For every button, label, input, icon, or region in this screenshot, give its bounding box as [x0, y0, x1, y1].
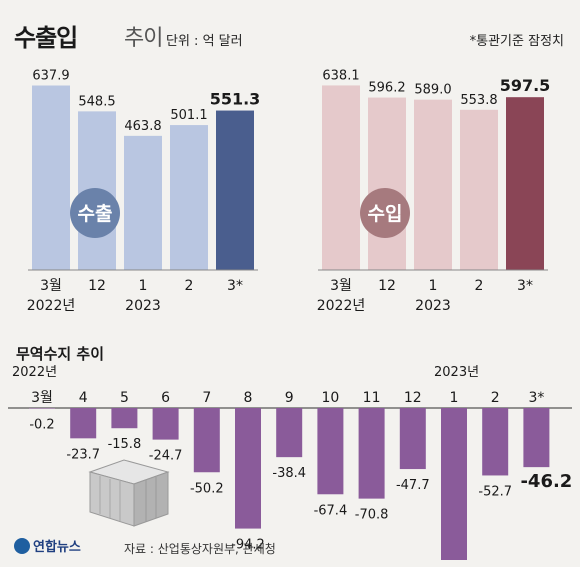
series-badge: [360, 188, 410, 238]
x-tick-label: 9: [285, 390, 294, 406]
balance-value-label: -38.4: [272, 466, 306, 481]
balance-value-label: -15.8: [108, 437, 142, 452]
bar-1-3: [460, 109, 498, 270]
series-badge-label: 수출: [78, 203, 113, 225]
bar-0-0: [32, 85, 70, 270]
bar-1-1: [368, 97, 406, 271]
x-tick-label: 6: [161, 390, 170, 406]
x-tick-label: 1: [139, 278, 148, 294]
year-label: 2023: [415, 298, 451, 314]
balance-bar-8: [358, 408, 385, 499]
balance-bar-2: [111, 408, 138, 429]
balance-bar-3: [152, 408, 179, 440]
bar-value-label: 501.1: [170, 108, 207, 123]
bar-value-label: 638.1: [322, 68, 359, 83]
balance-bar-6: [276, 408, 303, 458]
x-tick-label: 2: [475, 278, 484, 294]
balance-bar-4: [193, 408, 220, 473]
x-tick-label: 3월: [330, 278, 352, 294]
unit-label: 단위 : 억 달러: [166, 34, 243, 49]
balance-bar-12: [523, 408, 550, 468]
balance-bar-7: [317, 408, 344, 495]
year-label: 2022년: [27, 298, 76, 314]
chart-title-main: 수출입: [14, 24, 78, 52]
bar-0-2: [124, 135, 162, 270]
bar-0-3: [170, 125, 208, 270]
bar-value-label: 597.5: [500, 76, 551, 95]
x-tick-label: 3월: [40, 278, 62, 294]
export-chart: 637.9 3월 548.5 12 463.8 1 501.1 2 551.3 3* 2022년 20…: [27, 68, 261, 314]
x-tick-label: 11: [363, 390, 381, 406]
balance-bar-10: [441, 408, 467, 560]
x-tick-label: 7: [202, 390, 211, 406]
bar-1-0: [322, 85, 360, 270]
balance-value-label: -24.7: [149, 449, 183, 464]
chart-title-sub: 추이: [124, 26, 163, 51]
x-tick-label: 3월: [31, 390, 53, 406]
bar-value-label: 596.2: [368, 81, 405, 96]
x-tick-label: 10: [321, 390, 339, 406]
balance-value-label: -47.7: [396, 478, 430, 493]
bar-1-2: [414, 99, 452, 270]
bar-1-4: [506, 97, 544, 270]
bar-value-label: 553.8: [460, 93, 497, 108]
x-tick-label: 1: [450, 390, 459, 406]
x-tick-label: 3*: [517, 278, 533, 294]
bar-0-4: [216, 110, 254, 270]
x-tick-label: 8: [244, 390, 253, 406]
logo-icon: [14, 538, 30, 554]
trade-balance-chart: 2022년 2023년 3월 -0.2 4 -23.7 5 -15.8 6 -24.7 7 -50.2…: [8, 365, 572, 560]
x-tick-label: 1: [429, 278, 438, 294]
trade-balance-title: 무역수지 추이: [16, 345, 105, 363]
balance-value-label: -67.4: [314, 503, 348, 518]
x-tick-label: 2: [491, 390, 500, 406]
x-tick-label: 3*: [227, 278, 243, 294]
brand-logo: 연합뉴스: [14, 536, 81, 555]
source-label: 자료 : 산업통상자원부, 관세청: [124, 542, 276, 556]
balance-value-label: -50.2: [190, 481, 224, 496]
balance-value-label: -23.7: [66, 447, 100, 462]
year-label: 2022년: [317, 298, 366, 314]
balance-value-label: -52.7: [478, 484, 512, 499]
balance-value-label: -46.2: [520, 471, 572, 492]
import-chart: 638.1 3월 596.2 12 589.0 1 553.8 2 597.5 3* 2022년 20…: [317, 68, 551, 314]
x-tick-label: 2: [185, 278, 194, 294]
balance-bar-5: [235, 408, 261, 529]
x-tick-label: 3*: [528, 390, 544, 406]
balance-bar-0: [29, 408, 55, 409]
logo-text: 연합뉴스: [33, 540, 81, 555]
year-label: 2022년: [12, 365, 57, 380]
bar-value-label: 589.0: [414, 83, 451, 98]
x-tick-label: 12: [88, 278, 106, 294]
x-tick-label: 4: [79, 390, 88, 406]
x-tick-label: 5: [120, 390, 129, 406]
balance-value-label: -70.8: [355, 508, 389, 523]
year-label: 2023년: [434, 365, 479, 380]
balance-value-label: -0.2: [29, 417, 54, 432]
balance-bar-9: [399, 408, 426, 470]
balance-value-label: -94.2: [231, 538, 265, 553]
year-label: 2023: [125, 298, 161, 314]
bar-value-label: 551.3: [210, 90, 261, 109]
balance-bar-11: [482, 408, 509, 476]
bar-value-label: 637.9: [32, 68, 69, 83]
series-badge-label: 수입: [368, 203, 403, 225]
container-illustration: [88, 459, 170, 527]
bar-value-label: 548.5: [78, 94, 115, 109]
balance-bar-1: [70, 408, 97, 439]
x-tick-label: 12: [378, 278, 396, 294]
footnote-label: *통관기준 잠정치: [469, 34, 564, 49]
series-badge: [70, 188, 120, 238]
x-tick-label: 12: [404, 390, 422, 406]
bar-value-label: 463.8: [124, 119, 161, 134]
